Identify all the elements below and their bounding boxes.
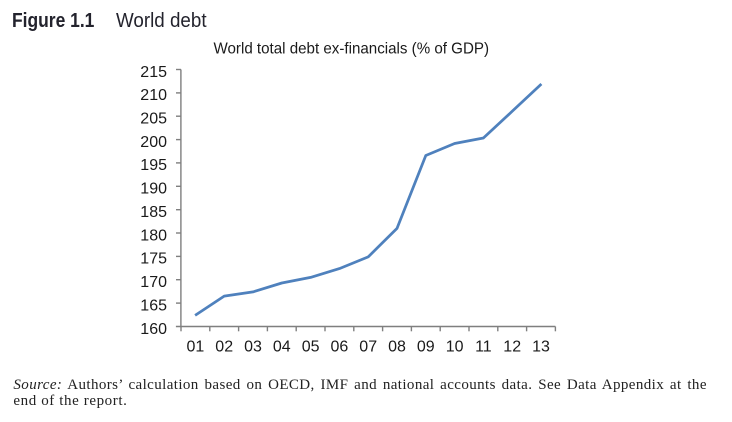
svg-text:06: 06 [331, 339, 349, 356]
svg-text:11: 11 [475, 339, 492, 356]
svg-text:05: 05 [302, 339, 320, 356]
svg-text:07: 07 [359, 339, 377, 356]
svg-text:215: 215 [140, 64, 167, 81]
svg-text:190: 190 [140, 181, 167, 198]
svg-text:160: 160 [140, 321, 167, 338]
svg-text:205: 205 [140, 111, 167, 128]
svg-text:165: 165 [140, 297, 167, 314]
svg-text:02: 02 [215, 339, 233, 356]
svg-text:08: 08 [388, 339, 406, 356]
svg-text:03: 03 [244, 339, 262, 356]
svg-text:200: 200 [140, 134, 167, 151]
svg-text:175: 175 [140, 251, 167, 268]
svg-text:World total debt ex-financials: World total debt ex-financials (% of GDP… [214, 41, 490, 58]
svg-text:01: 01 [187, 339, 205, 356]
svg-text:10: 10 [446, 339, 464, 356]
svg-text:185: 185 [140, 204, 167, 221]
svg-text:210: 210 [140, 87, 167, 104]
svg-text:195: 195 [140, 157, 167, 174]
svg-text:13: 13 [532, 339, 550, 356]
svg-text:04: 04 [273, 339, 291, 356]
svg-text:170: 170 [140, 274, 167, 291]
svg-text:12: 12 [503, 339, 521, 356]
svg-text:09: 09 [417, 339, 435, 356]
svg-text:180: 180 [140, 227, 167, 244]
